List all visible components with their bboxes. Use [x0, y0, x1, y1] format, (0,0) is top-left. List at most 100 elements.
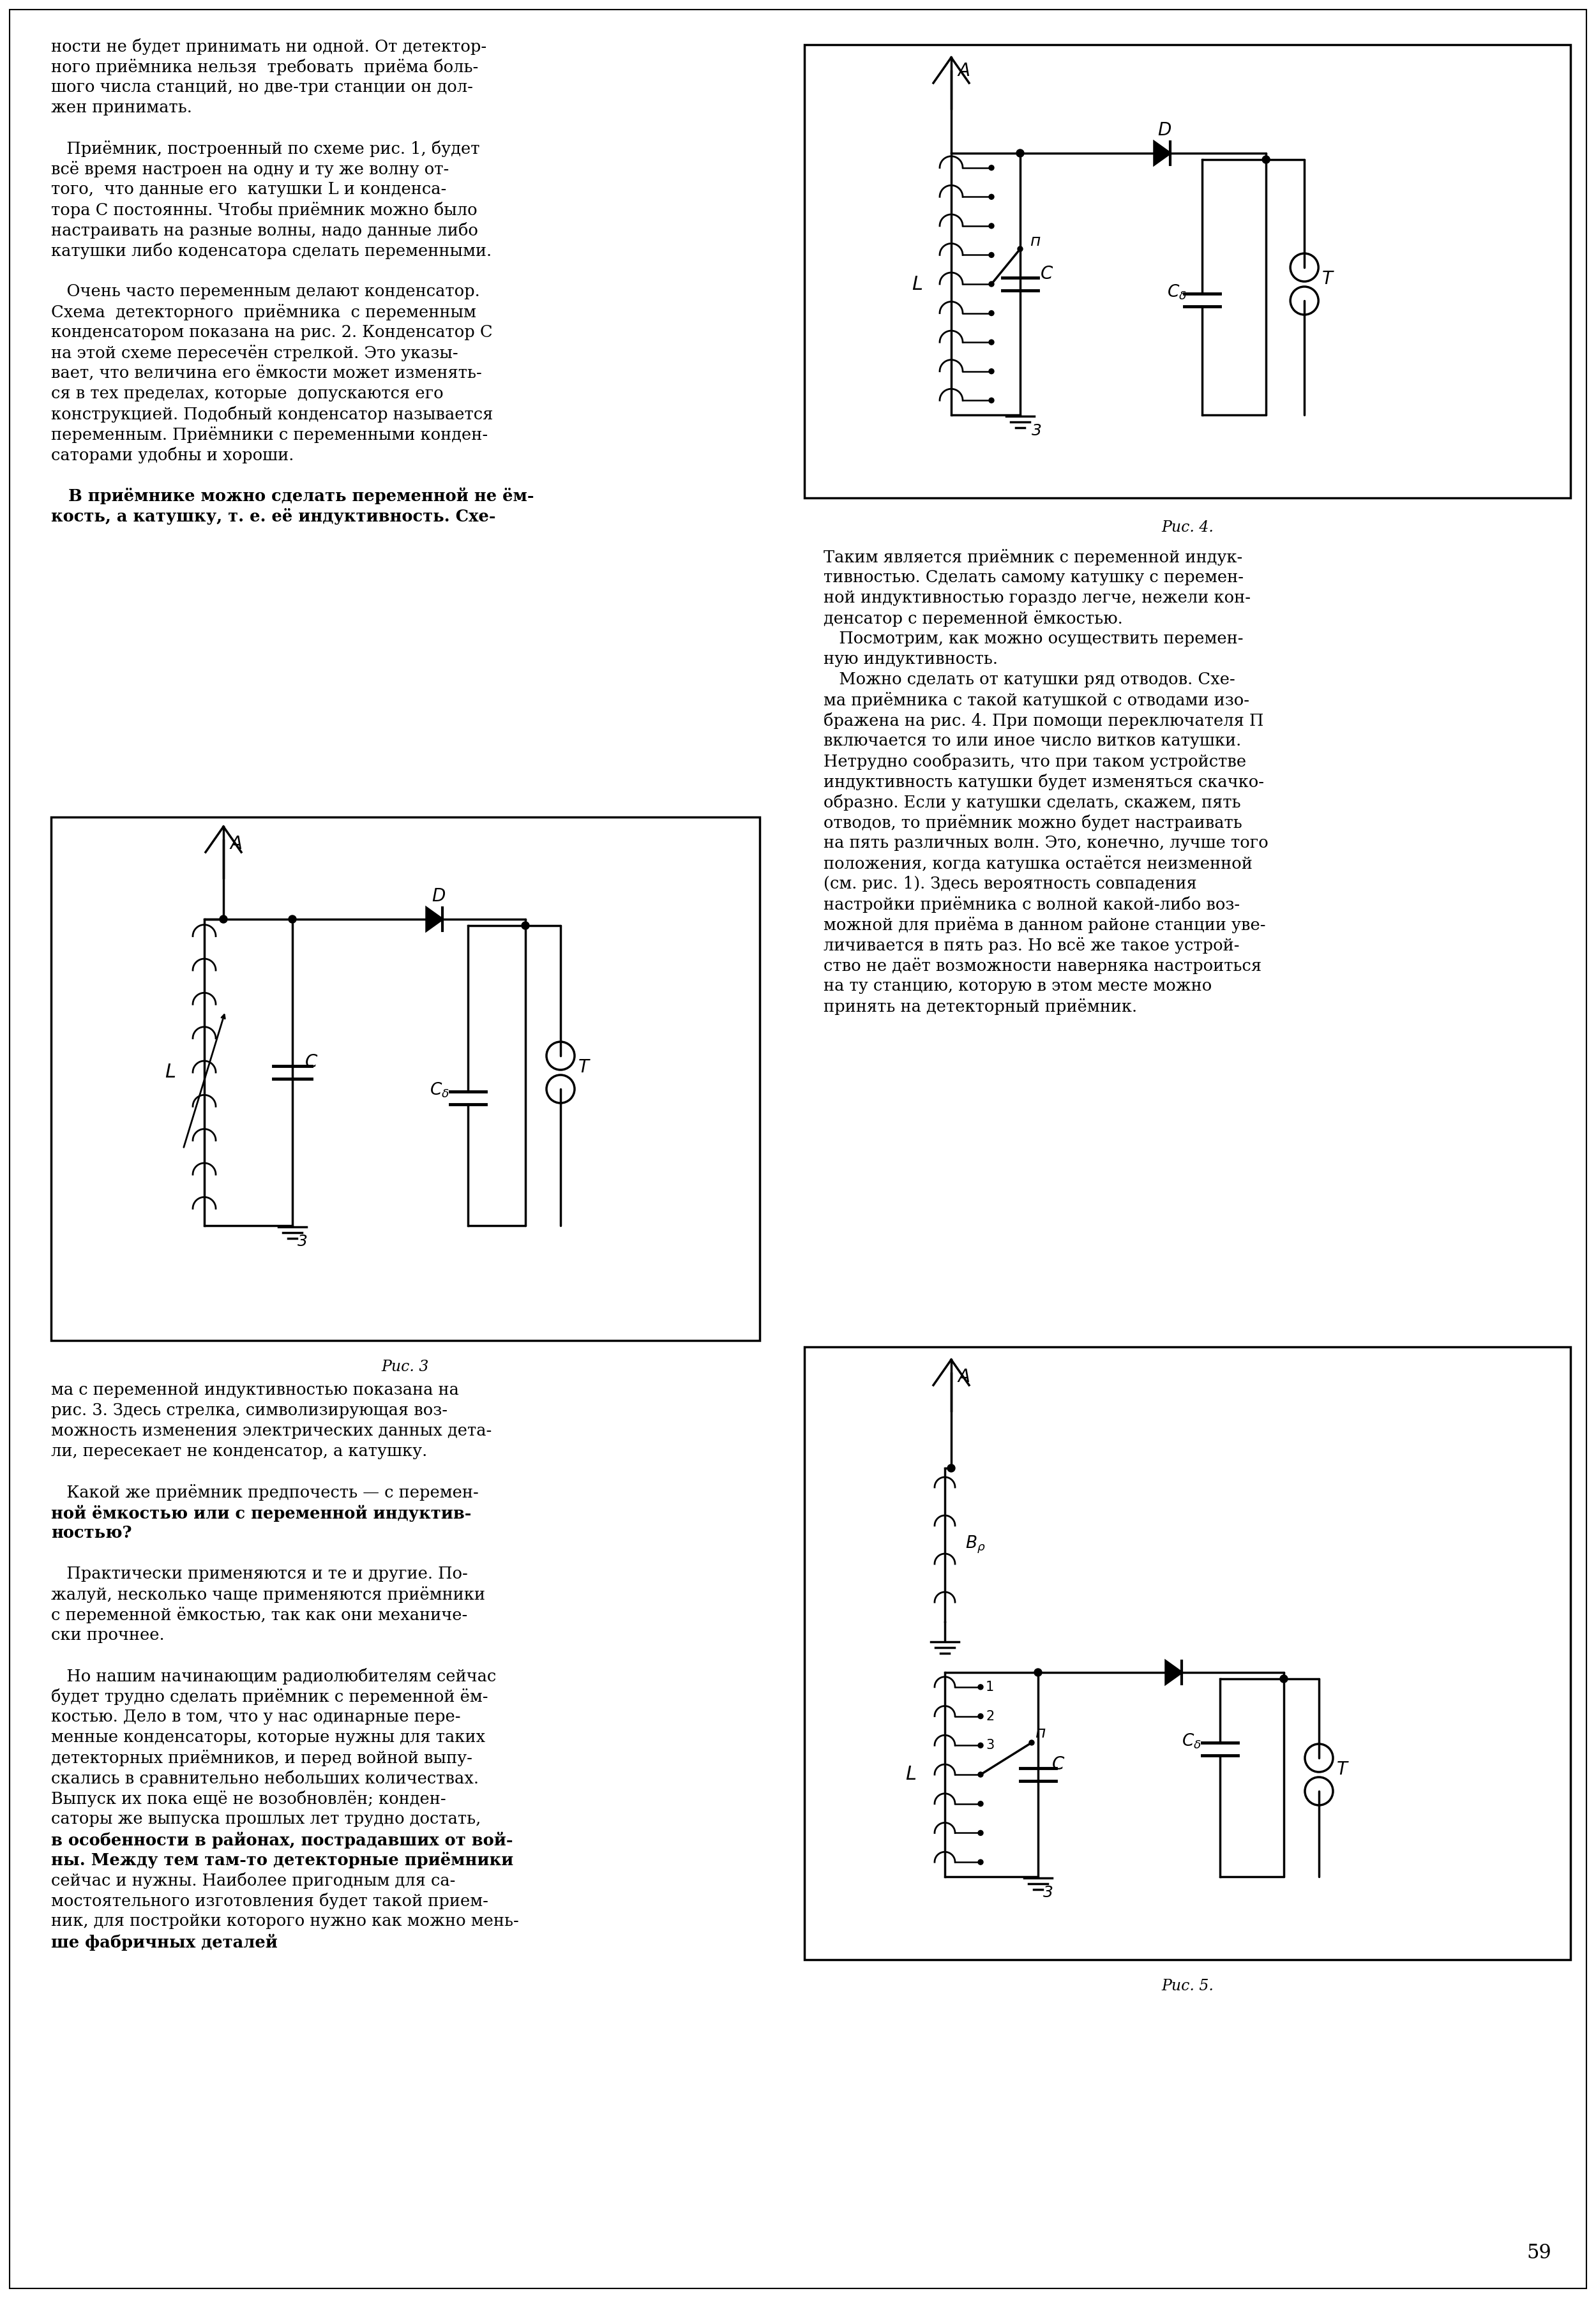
Text: катушки либо коденсатора сделать переменными.: катушки либо коденсатора сделать перемен… — [51, 244, 492, 260]
Text: вает, что величина его ёмкости может изменять-: вает, что величина его ёмкости может изм… — [51, 365, 482, 381]
Text: ство не даёт возможности наверняка настроиться: ство не даёт возможности наверняка настр… — [824, 958, 1261, 974]
Text: того,  что данные его  катушки L и конденса-: того, что данные его катушки L и конденс… — [51, 182, 447, 198]
Text: L: L — [911, 276, 922, 294]
Text: Рис. 4.: Рис. 4. — [1162, 519, 1213, 535]
Text: ного приёмника нельзя  требовать  приёма боль-: ного приёмника нельзя требовать приёма б… — [51, 60, 479, 76]
Text: принять на детекторный приёмник.: принять на детекторный приёмник. — [824, 997, 1136, 1016]
Text: в особенности в районах, пострадавших от вой-: в особенности в районах, пострадавших от… — [51, 1832, 512, 1848]
Text: 2: 2 — [986, 1710, 994, 1724]
Circle shape — [990, 398, 994, 402]
Circle shape — [948, 1464, 954, 1473]
Text: сейчас и нужны. Наиболее пригодным для са-: сейчас и нужны. Наиболее пригодным для с… — [51, 1873, 455, 1889]
Circle shape — [289, 915, 297, 924]
Text: ма с переменной индуктивностью показана на: ма с переменной индуктивностью показана … — [51, 1381, 460, 1397]
Text: Рис. 5.: Рис. 5. — [1162, 1979, 1213, 1992]
Text: с переменной ёмкостью, так как они механиче-: с переменной ёмкостью, так как они механ… — [51, 1606, 468, 1622]
Text: 3: 3 — [297, 1234, 308, 1250]
Text: Практически применяются и те и другие. По-: Практически применяются и те и другие. П… — [51, 1565, 468, 1581]
Circle shape — [1034, 1668, 1042, 1675]
Circle shape — [220, 915, 227, 924]
Text: ник, для постройки которого нужно как можно мень-: ник, для постройки которого нужно как мо… — [51, 1912, 519, 1928]
Text: отводов, то приёмник можно будет настраивать: отводов, то приёмник можно будет настраи… — [824, 813, 1242, 832]
Text: Таким является приёмник с переменной индук-: Таким является приёмник с переменной инд… — [824, 549, 1243, 565]
Bar — [51, 818, 760, 1340]
Circle shape — [990, 368, 994, 375]
Text: В приёмнике можно сделать переменной не ём-: В приёмнике можно сделать переменной не … — [51, 487, 535, 506]
Text: D: D — [1157, 122, 1171, 140]
Text: Рис. 3: Рис. 3 — [381, 1360, 429, 1374]
Circle shape — [978, 1832, 983, 1836]
Polygon shape — [426, 908, 442, 931]
Text: настраивать на разные волны, надо данные либо: настраивать на разные волны, надо данные… — [51, 223, 479, 239]
Text: ности не будет принимать ни одной. От детектор-: ности не будет принимать ни одной. От де… — [51, 39, 487, 55]
Text: ли, пересекает не конденсатор, а катушку.: ли, пересекает не конденсатор, а катушку… — [51, 1443, 428, 1459]
Text: на этой схеме пересечён стрелкой. Это указы-: на этой схеме пересечён стрелкой. Это ук… — [51, 345, 458, 361]
Text: A: A — [958, 62, 970, 80]
Polygon shape — [1154, 142, 1170, 165]
Text: саторами удобны и хороши.: саторами удобны и хороши. — [51, 446, 294, 464]
Text: 3: 3 — [1031, 423, 1042, 439]
Text: ся в тех пределах, которые  допускаются его: ся в тех пределах, которые допускаются е… — [51, 386, 444, 402]
Text: Приёмник, построенный по схеме рис. 1, будет: Приёмник, построенный по схеме рис. 1, б… — [51, 140, 480, 156]
Text: шого числа станций, но две-три станции он дол-: шого числа станций, но две-три станции о… — [51, 78, 472, 94]
Polygon shape — [1165, 1661, 1181, 1684]
Text: C: C — [1052, 1756, 1065, 1774]
Text: менные конденсаторы, которые нужны для таких: менные конденсаторы, которые нужны для т… — [51, 1728, 485, 1744]
Circle shape — [978, 1742, 983, 1749]
Circle shape — [1280, 1675, 1288, 1682]
Text: можной для приёма в данном районе станции уве-: можной для приёма в данном районе станци… — [824, 917, 1266, 933]
Text: можность изменения электрических данных дета-: можность изменения электрических данных … — [51, 1422, 492, 1439]
Text: $C_\delta$: $C_\delta$ — [429, 1080, 450, 1098]
Bar — [804, 44, 1570, 499]
Text: $C_\delta$: $C_\delta$ — [1167, 283, 1187, 301]
Text: (см. рис. 1). Здесь вероятность совпадения: (см. рис. 1). Здесь вероятность совпаден… — [824, 876, 1197, 892]
Text: ной индуктивностью гораздо легче, нежели кон-: ной индуктивностью гораздо легче, нежели… — [824, 591, 1251, 607]
Text: тивностью. Сделать самому катушку с перемен-: тивностью. Сделать самому катушку с пере… — [824, 570, 1243, 586]
Circle shape — [990, 340, 994, 345]
Text: ную индуктивность.: ную индуктивность. — [824, 650, 998, 666]
Circle shape — [522, 921, 530, 928]
Circle shape — [978, 1802, 983, 1806]
Text: п: п — [1029, 234, 1041, 248]
Circle shape — [990, 253, 994, 257]
Text: бражена на рис. 4. При помощи переключателя П: бражена на рис. 4. При помощи переключат… — [824, 712, 1264, 728]
Circle shape — [1017, 149, 1025, 156]
Text: T: T — [1321, 271, 1333, 287]
Text: 3: 3 — [986, 1740, 994, 1751]
Text: настройки приёмника с волной какой-либо воз-: настройки приёмника с волной какой-либо … — [824, 896, 1240, 912]
Text: Нетрудно сообразить, что при таком устройстве: Нетрудно сообразить, что при таком устро… — [824, 754, 1246, 770]
Text: личивается в пять раз. Но всё же такое устрой-: личивается в пять раз. Но всё же такое у… — [824, 938, 1240, 954]
Text: включается то или иное число витков катушки.: включается то или иное число витков кату… — [824, 733, 1242, 749]
Text: мостоятельного изготовления будет такой прием-: мостоятельного изготовления будет такой … — [51, 1894, 488, 1910]
Circle shape — [1029, 1740, 1034, 1744]
Text: ше фабричных деталей: ше фабричных деталей — [51, 1933, 278, 1951]
Text: L: L — [905, 1765, 916, 1783]
Text: на ту станцию, которую в этом месте можно: на ту станцию, которую в этом месте можн… — [824, 979, 1211, 993]
Circle shape — [990, 283, 994, 287]
Text: C: C — [1041, 264, 1053, 283]
Text: ной ёмкостью или с переменной индуктив-: ной ёмкостью или с переменной индуктив- — [51, 1505, 471, 1521]
Circle shape — [990, 165, 994, 170]
Text: конденсатором показана на рис. 2. Конденсатор C: конденсатором показана на рис. 2. Конден… — [51, 324, 493, 340]
Text: положения, когда катушка остаётся неизменной: положения, когда катушка остаётся неизме… — [824, 855, 1253, 871]
Text: рис. 3. Здесь стрелка, символизирующая воз-: рис. 3. Здесь стрелка, символизирующая в… — [51, 1402, 447, 1418]
Text: T: T — [1337, 1760, 1347, 1779]
Bar — [804, 1347, 1570, 1960]
Circle shape — [978, 1772, 983, 1776]
Text: конструкцией. Подобный конденсатор называется: конструкцией. Подобный конденсатор назыв… — [51, 407, 493, 423]
Text: Какой же приёмник предпочесть — с перемен-: Какой же приёмник предпочесть — с переме… — [51, 1485, 479, 1501]
Text: A: A — [230, 834, 243, 853]
Circle shape — [1262, 156, 1270, 163]
Circle shape — [990, 195, 994, 200]
Circle shape — [990, 223, 994, 228]
Text: переменным. Приёмники с переменными конден-: переменным. Приёмники с переменными конд… — [51, 427, 488, 444]
Text: ностью?: ностью? — [51, 1526, 132, 1542]
Text: Посмотрим, как можно осуществить перемен-: Посмотрим, как можно осуществить перемен… — [824, 630, 1243, 646]
Text: денсатор с переменной ёмкостью.: денсатор с переменной ёмкостью. — [824, 611, 1124, 627]
Text: Выпуск их пока ещё не возобновлён; конден-: Выпуск их пока ещё не возобновлён; конде… — [51, 1790, 445, 1806]
Circle shape — [978, 1684, 983, 1689]
Text: Очень часто переменным делают конденсатор.: Очень часто переменным делают конденсато… — [51, 283, 480, 299]
Text: 3: 3 — [1044, 1884, 1053, 1900]
Text: 1: 1 — [986, 1680, 994, 1694]
Text: детекторных приёмников, и перед войной выпу-: детекторных приёмников, и перед войной в… — [51, 1749, 472, 1767]
